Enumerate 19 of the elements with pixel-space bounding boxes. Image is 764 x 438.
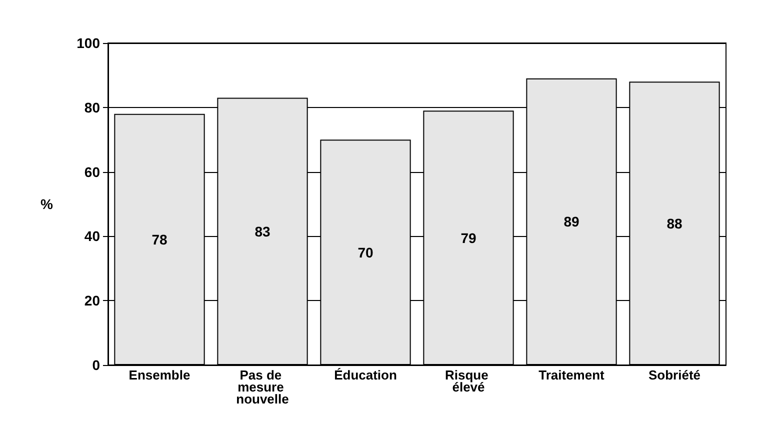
data-label: 78 — [152, 231, 168, 248]
data-label: 83 — [254, 223, 270, 240]
x-tick-label: Sobriété — [648, 368, 701, 382]
y-tick-label: 40 — [84, 228, 100, 244]
y-tick-label: 80 — [84, 99, 100, 116]
y-tick-label: 20 — [84, 292, 100, 309]
y-tick-label: 100 — [76, 35, 100, 51]
y-axis-title: % — [40, 196, 54, 212]
y-tick-label: 0 — [92, 357, 100, 373]
x-tick-label: Pas de mesure nouvelle — [236, 368, 289, 406]
data-label: 70 — [358, 244, 374, 260]
data-label: 89 — [564, 214, 580, 230]
data-label: 88 — [666, 215, 682, 232]
x-tick-label: Traitement — [538, 368, 606, 382]
y-tick-label: 60 — [84, 164, 100, 180]
data-label: 79 — [460, 230, 476, 246]
x-tick-label: Éducation — [334, 368, 397, 382]
x-tick-label: Risque élevé — [445, 368, 492, 394]
x-tick-label: Ensemble — [128, 368, 190, 382]
